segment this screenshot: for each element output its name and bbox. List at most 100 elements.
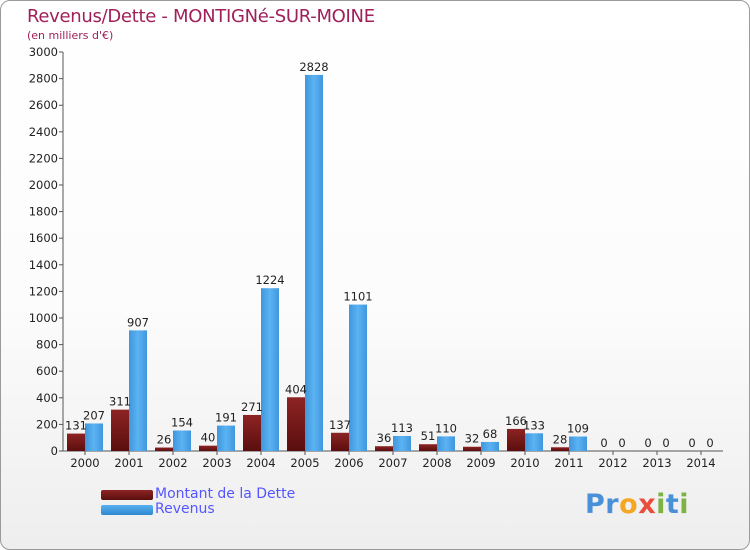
data-label-dette: 166 <box>505 414 527 428</box>
x-tick-label: 2006 <box>334 456 363 470</box>
x-tick-label: 2011 <box>554 456 583 470</box>
y-tick-label: 2600 <box>29 98 58 112</box>
bar-revenus <box>261 288 279 451</box>
x-tick-label: 2003 <box>202 456 231 470</box>
data-label-revenus: 1101 <box>343 290 372 304</box>
bar-revenus <box>85 423 103 451</box>
y-tick-label: 2000 <box>29 178 58 192</box>
data-label-dette: 311 <box>109 395 131 409</box>
bar-dette <box>243 414 261 451</box>
logo-letter: t <box>665 489 680 520</box>
x-tick-label: 2014 <box>686 456 715 470</box>
data-label-revenus: 110 <box>435 421 457 435</box>
bar-revenus <box>217 425 235 451</box>
data-label-revenus: 907 <box>127 315 149 329</box>
bar-dette <box>551 447 569 451</box>
y-tick-label: 600 <box>36 364 58 378</box>
bar-revenus <box>525 433 543 451</box>
y-tick-label: 200 <box>36 417 58 431</box>
data-label-revenus: 154 <box>171 416 193 430</box>
bar-dette <box>375 446 393 451</box>
bar-dette <box>507 428 525 451</box>
bar-revenus <box>305 74 323 451</box>
x-tick-label: 2008 <box>422 456 451 470</box>
proxiti-logo: Proxiti <box>585 489 689 520</box>
data-label-dette: 40 <box>201 431 216 445</box>
x-tick-label: 2007 <box>378 456 407 470</box>
y-tick-label: 1000 <box>29 311 58 325</box>
data-label-revenus: 0 <box>706 436 713 450</box>
bar-dette <box>419 444 437 451</box>
data-label-dette: 36 <box>377 431 392 445</box>
data-label-dette: 271 <box>241 400 263 414</box>
bar-dette <box>155 447 173 451</box>
data-label-revenus: 0 <box>662 436 669 450</box>
x-tick-label: 2010 <box>510 456 539 470</box>
bar-revenus <box>129 330 147 451</box>
bar-revenus <box>393 435 411 451</box>
y-tick-label: 400 <box>36 391 58 405</box>
y-tick-label: 1800 <box>29 205 58 219</box>
bar-revenus <box>173 430 191 451</box>
data-label-dette: 0 <box>600 436 607 450</box>
x-tick-label: 2002 <box>158 456 187 470</box>
data-label-revenus: 207 <box>83 408 105 422</box>
x-tick-label: 2001 <box>114 456 143 470</box>
data-label-revenus: 68 <box>483 427 498 441</box>
y-tick-label: 0 <box>51 444 58 458</box>
bar-revenus <box>569 436 587 451</box>
legend-label-revenus: Revenus <box>155 501 215 517</box>
bars <box>67 74 719 452</box>
data-label-dette: 51 <box>421 429 436 443</box>
logo-letter: i <box>679 489 690 520</box>
y-tick-label: 1600 <box>29 231 58 245</box>
logo-text: Proxiti <box>585 489 689 520</box>
data-label-dette: 404 <box>285 382 307 396</box>
y-tick-label: 2800 <box>29 72 58 86</box>
x-tick-label: 2012 <box>598 456 627 470</box>
x-tick-label: 2004 <box>246 456 275 470</box>
data-label-revenus: 109 <box>567 422 589 436</box>
logo-letter: P <box>585 489 606 520</box>
x-tick-label: 2005 <box>290 456 319 470</box>
data-label-dette: 32 <box>465 432 480 446</box>
bar-dette <box>111 409 129 451</box>
logo-letter: r <box>605 489 620 520</box>
legend-item-revenus: Revenus <box>101 502 295 517</box>
legend: Montant de la Dette Revenus <box>101 487 295 517</box>
data-label-dette: 26 <box>157 433 172 447</box>
logo-letter: o <box>619 489 639 520</box>
data-label-dette: 131 <box>65 419 87 433</box>
data-label-revenus: 191 <box>215 411 237 425</box>
legend-item-dette: Montant de la Dette <box>101 487 295 502</box>
bar-dette <box>67 433 85 451</box>
bar-revenus <box>437 436 455 451</box>
data-label-revenus: 113 <box>391 421 413 435</box>
x-tick-label: 2009 <box>466 456 495 470</box>
chart-title: Revenus/Dette - MONTIGNé-SUR-MOINE <box>27 6 375 27</box>
x-tick-label: 2000 <box>70 456 99 470</box>
data-label-revenus: 2828 <box>299 60 328 74</box>
data-label-dette: 0 <box>644 436 651 450</box>
bar-dette <box>331 432 349 451</box>
bar-dette <box>287 397 305 451</box>
chart-subtitle: (en milliers d'€) <box>27 29 114 42</box>
data-label-dette: 28 <box>553 432 568 446</box>
bar-revenus <box>349 304 367 451</box>
data-label-revenus: 1224 <box>255 273 284 287</box>
bar-dette <box>463 446 481 451</box>
y-tick-label: 2200 <box>29 151 58 165</box>
x-tick-label: 2013 <box>642 456 671 470</box>
data-label-dette: 0 <box>688 436 695 450</box>
data-label-revenus: 133 <box>523 418 545 432</box>
y-tick-label: 1400 <box>29 258 58 272</box>
bar-dette <box>199 445 217 451</box>
legend-swatch-revenus <box>101 504 153 515</box>
logo-letter: x <box>638 489 657 520</box>
logo-letter: i <box>656 489 666 520</box>
y-tick-label: 1200 <box>29 284 58 298</box>
legend-swatch-dette <box>101 489 153 500</box>
